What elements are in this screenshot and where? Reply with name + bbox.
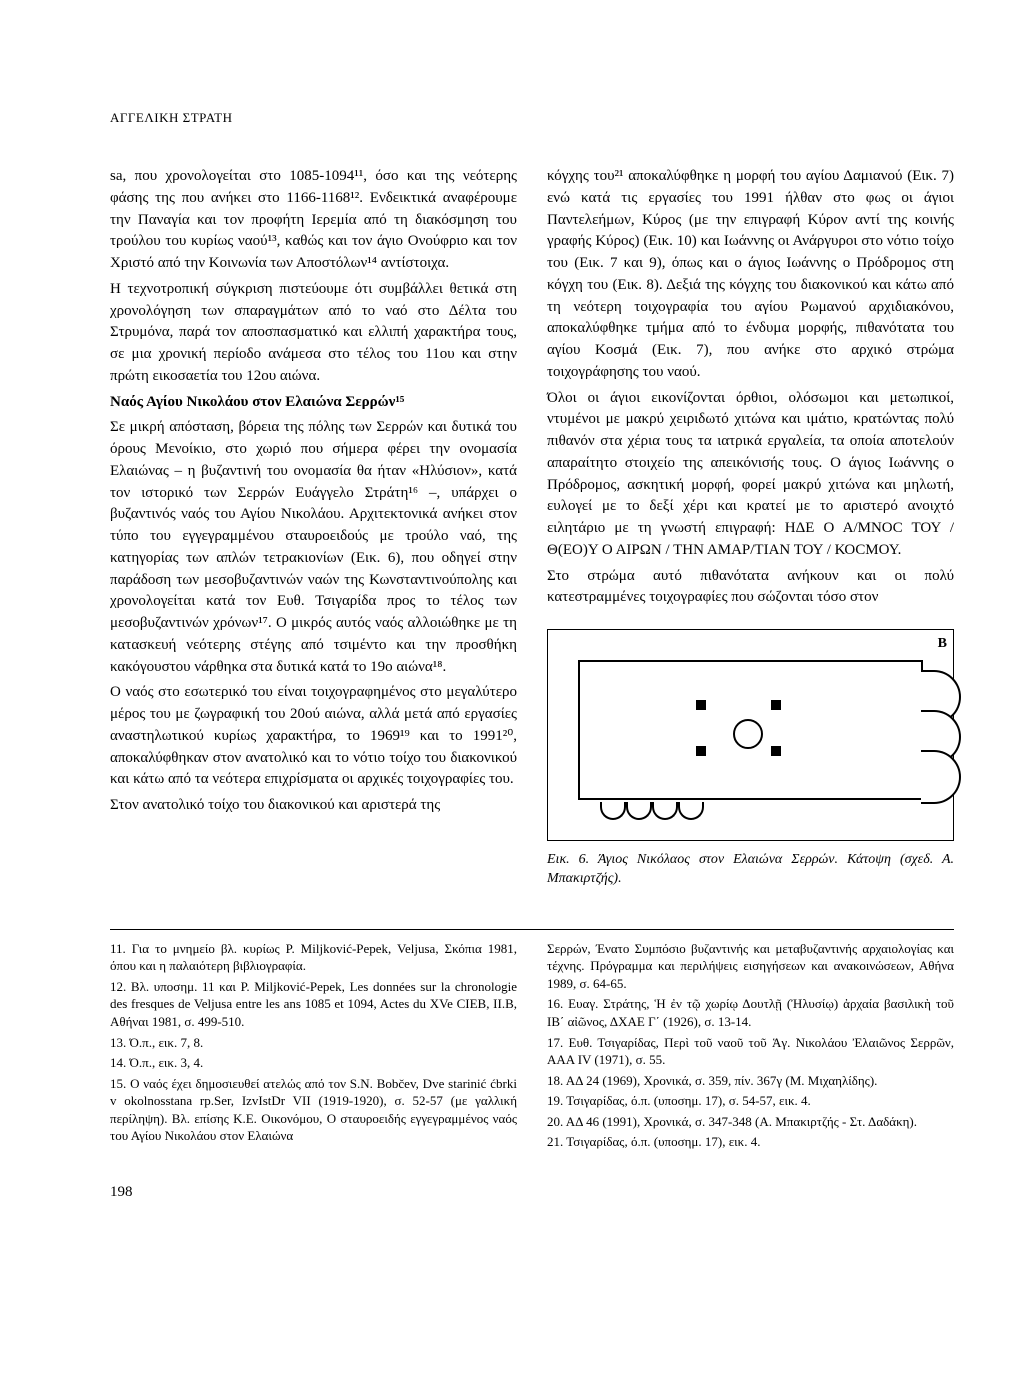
footnote: 21. Τσιγαρίδας, ό.π. (υποσημ. 17), εικ. …: [547, 1133, 954, 1151]
plan-dome: [733, 719, 763, 749]
plan-outline: [578, 660, 923, 800]
body-paragraph: Στο στρώμα αυτό πιθανότατα ανήκουν και ο…: [547, 566, 954, 610]
footnote: 20. ΑΔ 46 (1991), Χρονικά, σ. 347-348 (Α…: [547, 1113, 954, 1131]
plan-column: [696, 700, 706, 710]
plan-column: [696, 746, 706, 756]
figure-floorplan: B: [547, 629, 954, 841]
page: ΑΓΓΕΛΙΚΗ ΣΤΡΑΤΗ sa, που χρονολογείται στ…: [0, 0, 1024, 1251]
footnote-right-column: Σερρών, Ένατο Συμπόσιο βυζαντινής και με…: [547, 940, 954, 1154]
footnote-separator: [110, 929, 954, 930]
body-paragraph: Στον ανατολικό τοίχο του διακονικού και …: [110, 795, 517, 817]
body-paragraph: κόγχης του²¹ αποκαλύφθηκε η μορφή του αγ…: [547, 166, 954, 384]
footnote: 19. Τσιγαρίδας, ό.π. (υποσημ. 17), σ. 54…: [547, 1092, 954, 1110]
body-paragraph: Ο ναός στο εσωτερικό του είναι τοιχογραφ…: [110, 682, 517, 791]
plan-apse: [921, 750, 961, 804]
figure-caption: Εικ. 6. Άγιος Νικόλαος στον Ελαιώνα Σερρ…: [547, 851, 954, 889]
right-column: κόγχης του²¹ αποκαλύφθηκε η μορφή του αγ…: [547, 166, 954, 889]
footnote: 18. ΑΔ 24 (1969), Χρονικά, σ. 359, πίν. …: [547, 1072, 954, 1090]
section-heading: Ναός Αγίου Νικολάου στον Ελαιώνα Σερρών¹…: [110, 392, 517, 414]
body-paragraph: Η τεχνοτροπική σύγκριση πιστεύουμε ότι σ…: [110, 279, 517, 388]
left-column: sa, που χρονολογείται στο 1085-1094¹¹, ό…: [110, 166, 517, 889]
footnote: 15. Ο ναός έχει δημοσιευθεί ατελώς από τ…: [110, 1075, 517, 1145]
footnote: 14. Ό.π., εικ. 3, 4.: [110, 1054, 517, 1072]
body-paragraph: Σε μικρή απόσταση, βόρεια της πόλης των …: [110, 417, 517, 678]
footnote: 13. Ό.π., εικ. 7, 8.: [110, 1034, 517, 1052]
footnote: 11. Για το μνημείο βλ. κυρίως P. Miljkov…: [110, 940, 517, 975]
plan-arc: [678, 802, 704, 820]
footnote: 12. Βλ. υποσημ. 11 και P. Miljković-Pepe…: [110, 978, 517, 1031]
plan-arc: [600, 802, 626, 820]
plan-column: [771, 700, 781, 710]
footnotes: 11. Για το μνημείο βλ. κυρίως P. Miljkov…: [110, 940, 954, 1154]
footnote: Σερρών, Ένατο Συμπόσιο βυζαντινής και με…: [547, 940, 954, 993]
author-header: ΑΓΓΕΛΙΚΗ ΣΤΡΑΤΗ: [110, 110, 954, 126]
body-paragraph: sa, που χρονολογείται στο 1085-1094¹¹, ό…: [110, 166, 517, 275]
footnote: 16. Ευαγ. Στράτης, Ἡ ἐν τῷ χωρίῳ Δουτλῇ …: [547, 995, 954, 1030]
footnote: 17. Ευθ. Τσιγαρίδας, Περὶ τοῦ ναοῦ τοῦ Ἁ…: [547, 1034, 954, 1069]
plan-arc: [626, 802, 652, 820]
north-arrow-label: B: [938, 634, 947, 654]
body-columns: sa, που χρονολογείται στο 1085-1094¹¹, ό…: [110, 166, 954, 889]
plan-arc: [652, 802, 678, 820]
plan-narthex-arcs: [600, 802, 704, 820]
body-paragraph: Όλοι οι άγιοι εικονίζονται όρθιοι, ολόσω…: [547, 388, 954, 562]
page-number: 198: [110, 1184, 954, 1201]
plan-column: [771, 746, 781, 756]
footnote-left-column: 11. Για το μνημείο βλ. κυρίως P. Miljkov…: [110, 940, 517, 1154]
